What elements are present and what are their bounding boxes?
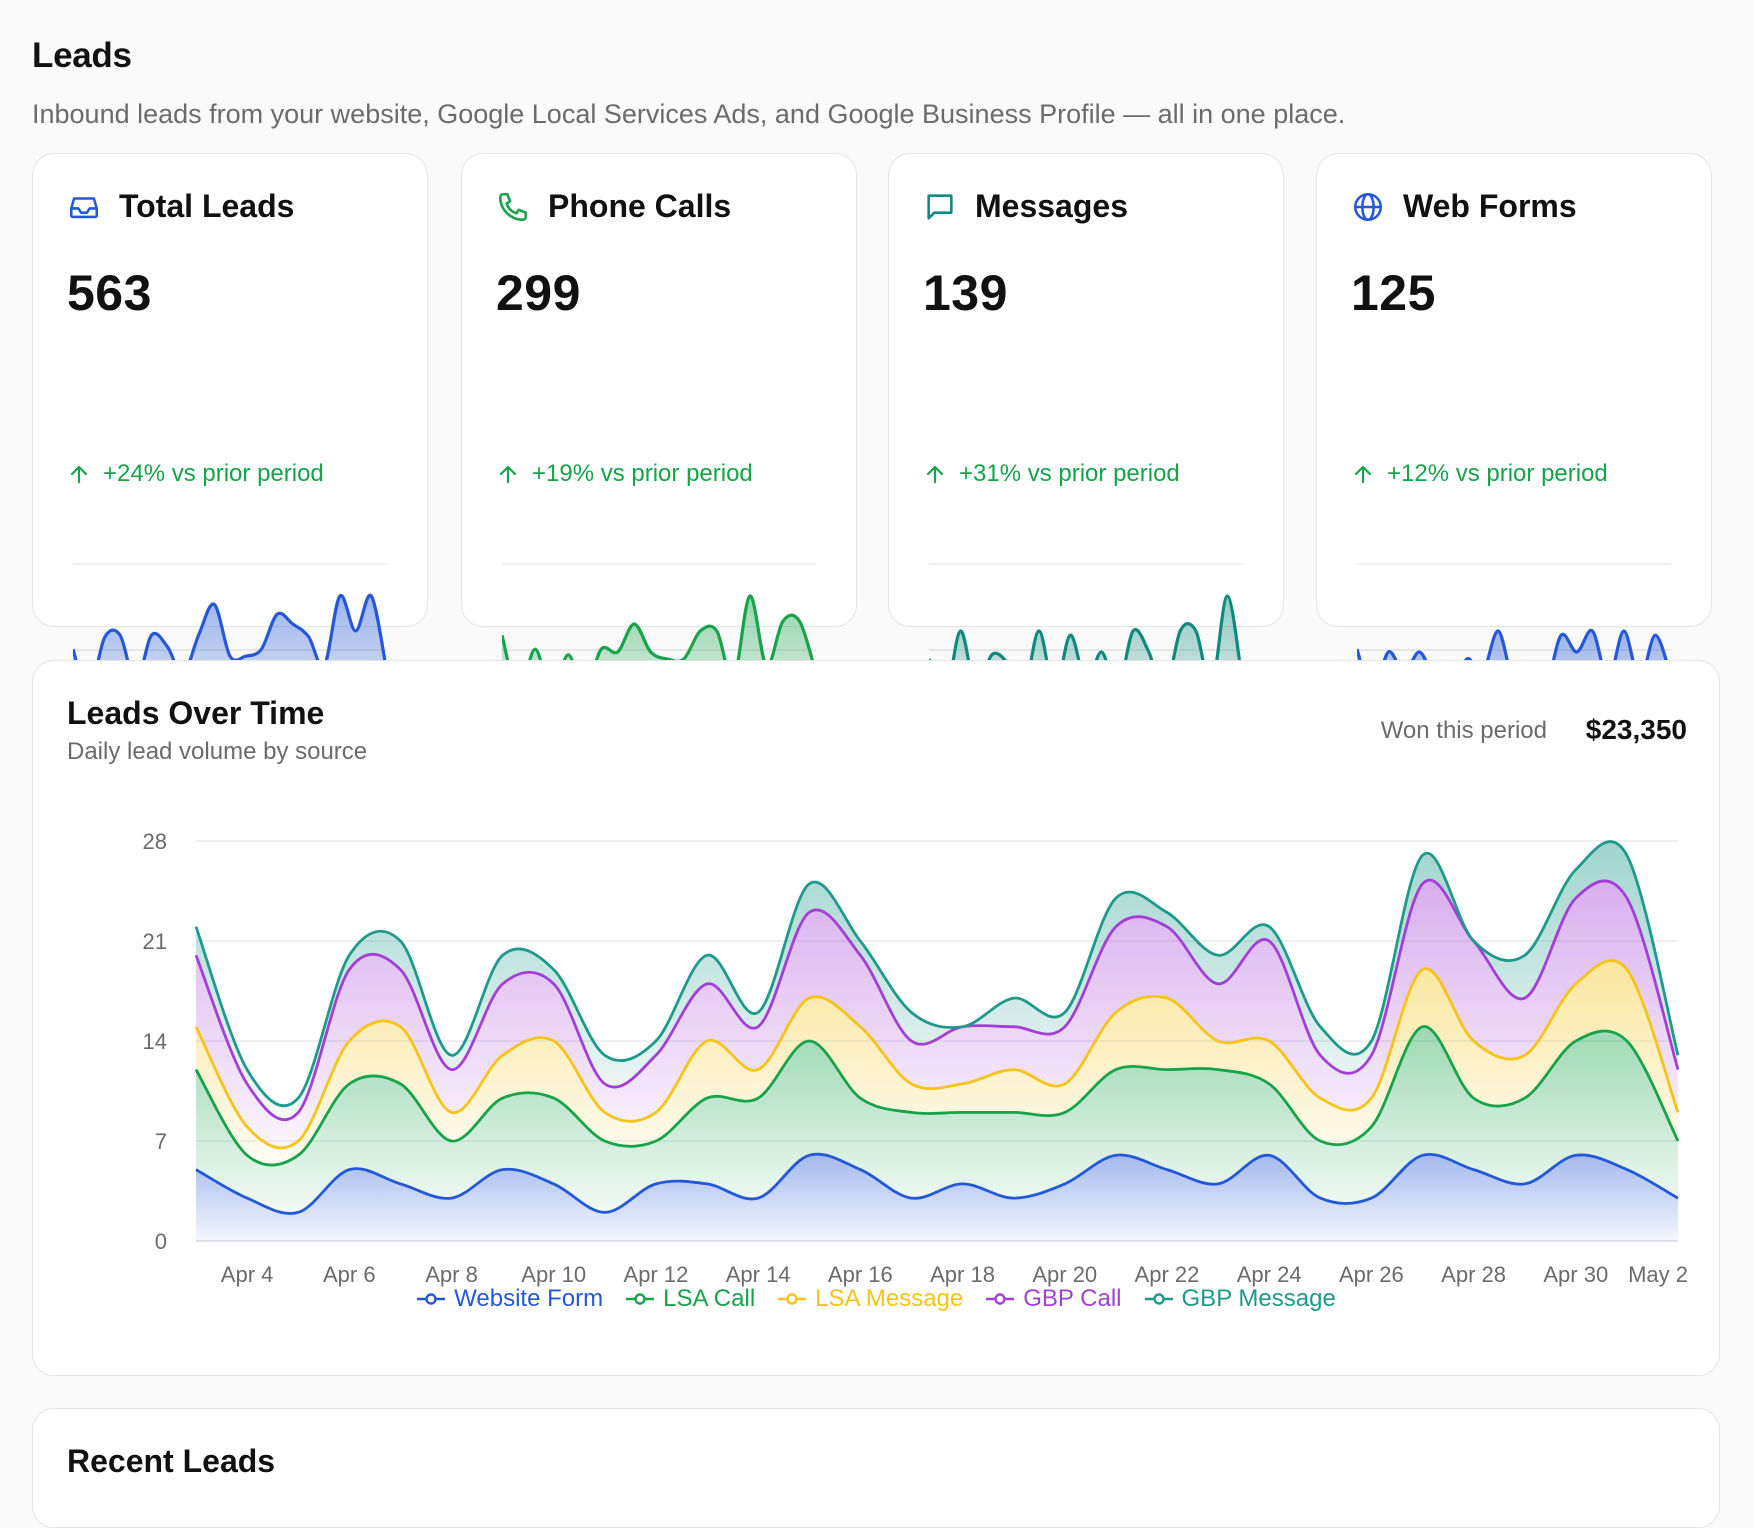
- message-icon: [927, 193, 953, 220]
- y-tick-label: 14: [143, 1029, 167, 1054]
- x-tick-label: Apr 16: [828, 1262, 893, 1287]
- x-tick-label: Apr 8: [425, 1262, 478, 1287]
- stat-card-header: Total Leads: [67, 188, 294, 225]
- stat-title: Web Forms: [1403, 188, 1577, 224]
- x-tick-label: Apr 28: [1441, 1262, 1506, 1287]
- won-value: $23,350: [1585, 714, 1687, 745]
- x-tick-label: Apr 24: [1237, 1262, 1302, 1287]
- stat-card-total-leads: Total Leads 563 +24% vs prior period: [32, 153, 428, 737]
- stat-delta: +31% vs prior period: [923, 460, 1180, 488]
- stat-delta-text: +12% vs prior period: [1387, 460, 1608, 487]
- leads-over-time-card: 0 7 14 21 28 Apr 4 Apr 6 Apr 8 Apr 10 Apr 12 Apr 1…: [32, 660, 1720, 1376]
- stat-value: 125: [1351, 265, 1436, 321]
- legend-marker-icon: [417, 1293, 446, 1305]
- recent-leads-title: Recent Leads: [67, 1443, 276, 1479]
- stat-delta: +12% vs prior period: [1351, 460, 1608, 488]
- legend-marker-icon: [1144, 1293, 1173, 1305]
- x-tick-label: May 2: [1628, 1262, 1688, 1287]
- arrow-up-icon: [926, 465, 944, 484]
- phone-icon: [498, 192, 528, 221]
- line-gbp-call: [194, 878, 1680, 1121]
- x-tick-label: Apr 10: [521, 1262, 586, 1287]
- legend-label: GBP Call: [1023, 1285, 1122, 1312]
- legend-marker-icon: [778, 1293, 807, 1305]
- y-tick-label: 7: [155, 1129, 167, 1154]
- legend-label: GBP Message: [1181, 1285, 1336, 1312]
- stat-value: 563: [67, 265, 152, 321]
- stat-delta-text: +19% vs prior period: [532, 460, 753, 487]
- stat-delta-text: +31% vs prior period: [959, 460, 1180, 487]
- stat-delta: +24% vs prior period: [67, 460, 324, 488]
- legend-label: LSA Message: [815, 1285, 964, 1312]
- arrow-up-icon: [1354, 465, 1372, 484]
- x-tick-label: Apr 6: [323, 1262, 376, 1287]
- stat-value: 299: [496, 265, 581, 321]
- stat-card-header: Messages: [923, 188, 1128, 225]
- inbox-icon: [69, 196, 99, 218]
- chart-subtitle: Daily lead volume by source: [67, 738, 368, 765]
- area-website-form: [196, 1154, 1678, 1241]
- x-tick-label: Apr 20: [1032, 1262, 1097, 1287]
- recent-leads-card: Recent Leads: [32, 1408, 1720, 1528]
- y-tick-label: 0: [155, 1229, 167, 1254]
- x-tick-label: Apr 26: [1339, 1262, 1404, 1287]
- x-tick-label: Apr 22: [1135, 1262, 1200, 1287]
- page-title: Leads: [32, 36, 132, 75]
- page-subtitle: Inbound leads from your website, Google …: [32, 99, 1346, 129]
- stat-card-header: Phone Calls: [496, 188, 731, 225]
- legend-item-gbp-call[interactable]: GBP Call: [985, 1285, 1122, 1313]
- y-tick-label: 28: [143, 829, 167, 854]
- stat-card-web-forms: Web Forms 125 +12% vs prior period: [1316, 153, 1712, 737]
- globe-icon: [1353, 192, 1383, 221]
- legend-marker-icon: [986, 1293, 1015, 1305]
- chart-title: Leads Over Time: [67, 695, 325, 731]
- legend-marker-icon: [626, 1293, 655, 1305]
- line-website-form: [195, 1152, 1679, 1215]
- x-tick-label: Apr 4: [221, 1262, 274, 1287]
- legend-item-lsa-message[interactable]: LSA Message: [777, 1285, 963, 1313]
- x-tick-label: Apr 18: [930, 1262, 995, 1287]
- legend-item-website-form[interactable]: Website Form: [416, 1285, 603, 1313]
- line-gbp-message: [194, 840, 1680, 1108]
- legend-item-gbp-message[interactable]: GBP Message: [1144, 1285, 1336, 1313]
- area-lsa-call: [196, 1026, 1678, 1214]
- arrow-up-icon: [70, 465, 88, 484]
- stat-delta-text: +24% vs prior period: [103, 460, 324, 487]
- x-tick-label: Apr 14: [726, 1262, 791, 1287]
- area-gbp-call: [196, 880, 1678, 1148]
- legend-label: Website Form: [454, 1285, 604, 1312]
- chart-legend: Website Form LSA Call LSA Message GBP Ca…: [33, 1285, 1719, 1313]
- y-tick-label: 21: [143, 929, 167, 954]
- arrow-up-icon: [499, 465, 517, 484]
- stat-card-header: Web Forms: [1351, 188, 1577, 225]
- stat-card-phone-calls: Phone Calls 299 +19% vs prior period: [461, 153, 857, 737]
- stat-title: Messages: [975, 188, 1128, 224]
- x-tick-label: Apr 12: [624, 1262, 689, 1287]
- won-label: Won this period: [1380, 717, 1547, 744]
- legend-item-lsa-call[interactable]: LSA Call: [625, 1285, 755, 1313]
- x-tick-label: Apr 30: [1543, 1262, 1608, 1287]
- stat-title: Total Leads: [119, 188, 295, 224]
- legend-label: LSA Call: [663, 1285, 756, 1312]
- stat-title: Phone Calls: [548, 188, 732, 224]
- stat-card-messages: Messages 139 +31% vs prior period: [888, 153, 1284, 737]
- stat-value: 139: [923, 265, 1008, 321]
- area-lsa-message: [196, 960, 1678, 1166]
- sparkline-line: [73, 593, 387, 696]
- area-gbp-message: [196, 841, 1678, 1120]
- line-lsa-message: [194, 959, 1680, 1150]
- stat-delta: +19% vs prior period: [496, 460, 753, 488]
- line-lsa-call: [194, 1025, 1680, 1167]
- leads-over-time-chart: 0 7 14 21 28 Apr 4 Apr 6 Apr 8 Apr 10 Apr 12 Apr 1…: [143, 829, 1688, 1287]
